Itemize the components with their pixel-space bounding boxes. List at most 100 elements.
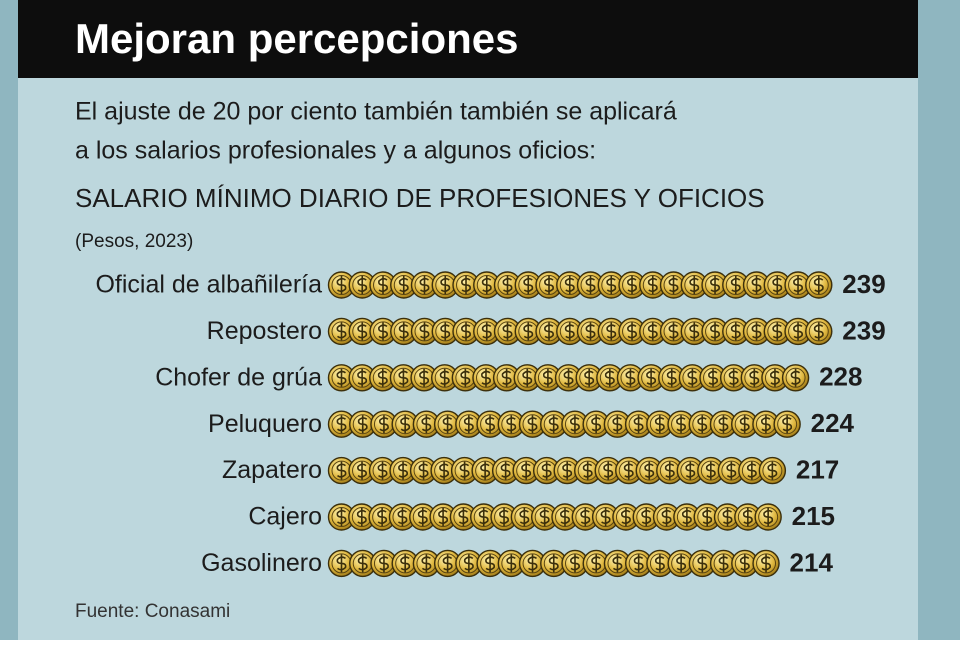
coin-rim <box>758 507 779 527</box>
coin-symbol <box>378 276 388 294</box>
category-label: Zapatero <box>222 456 322 484</box>
coin-symbol <box>417 508 428 526</box>
coin-symbol <box>591 554 602 573</box>
coin-symbol <box>357 368 368 387</box>
coin-bar <box>327 549 780 578</box>
coin-symbol <box>459 461 470 480</box>
coin-symbol <box>654 554 665 573</box>
coin-symbol <box>647 276 658 294</box>
coin-symbol <box>761 554 771 573</box>
coin-symbol <box>760 415 771 434</box>
coin-symbol <box>793 276 803 294</box>
coin-symbol <box>500 461 511 480</box>
coin-symbol <box>562 461 573 480</box>
coin-symbol <box>378 554 389 573</box>
coin-symbol <box>481 276 492 294</box>
coin-symbol <box>585 276 596 294</box>
coin-symbol <box>442 415 453 434</box>
coin-symbol <box>600 508 611 526</box>
coin-symbol <box>772 322 783 341</box>
value-label: 239 <box>842 315 885 345</box>
coin-symbol <box>623 461 634 480</box>
coin-symbol <box>769 368 780 387</box>
coin-symbol <box>502 322 513 341</box>
coin-symbol <box>461 276 471 294</box>
coin-symbol <box>398 368 409 387</box>
coin-symbol <box>585 322 596 341</box>
coin-symbol <box>521 461 532 480</box>
coin-symbol <box>689 322 700 341</box>
coin-symbol <box>697 415 708 434</box>
coin-symbol <box>356 508 367 526</box>
coin-symbol <box>419 322 430 341</box>
coin-symbol <box>357 322 368 341</box>
coin-symbol <box>440 322 451 341</box>
coin-symbol <box>710 322 720 341</box>
coin-symbol <box>728 368 739 387</box>
coin-symbol <box>463 554 474 573</box>
coin-symbol <box>336 461 347 480</box>
coin-symbol <box>689 276 700 294</box>
coin-symbol <box>421 415 432 434</box>
coin-symbol <box>527 554 538 573</box>
coin-symbol <box>421 554 432 573</box>
coin-symbol <box>527 415 538 434</box>
coin-symbol <box>767 461 778 480</box>
coin-symbol <box>541 461 552 480</box>
coin-symbol <box>438 508 449 526</box>
coin-symbol <box>702 508 713 526</box>
coin-symbol <box>480 461 491 480</box>
coin-rim <box>785 367 806 388</box>
coin-symbol <box>398 276 409 294</box>
value-label: 228 <box>819 362 862 392</box>
coin-symbol <box>439 461 450 480</box>
coin-symbol <box>506 554 517 573</box>
coin-symbol <box>440 276 451 294</box>
coin-symbol <box>710 276 720 294</box>
coin-symbol <box>739 415 750 434</box>
coin-bar <box>327 271 833 299</box>
value-label: 217 <box>796 454 839 484</box>
coin-symbol <box>606 322 617 341</box>
coin-symbol <box>398 322 409 341</box>
coin-symbol <box>377 508 388 526</box>
coin-symbol <box>730 322 741 341</box>
coin-symbol <box>560 508 570 526</box>
coin-symbol <box>627 322 637 341</box>
coin-symbol <box>506 415 517 434</box>
value-label: 214 <box>790 547 834 577</box>
coin-bar <box>327 456 787 485</box>
coin-symbol <box>705 461 716 480</box>
coin-symbol <box>439 368 450 387</box>
coin-rim <box>808 275 829 295</box>
category-label: Gasolinero <box>201 549 322 577</box>
coin-bar <box>327 410 801 438</box>
coin-symbol <box>633 554 644 573</box>
coin-symbol <box>604 368 615 387</box>
coin-symbol <box>612 415 623 434</box>
unit-label: (Pesos, 2023) <box>75 231 193 252</box>
coin-symbol <box>542 368 553 387</box>
category-label: Cajero <box>248 503 322 531</box>
category-label: Repostero <box>207 317 322 345</box>
coin-symbol <box>666 368 677 387</box>
coin-symbol <box>485 554 496 573</box>
subtitle: a los salarios profesionales y a algunos… <box>75 137 596 165</box>
coin-symbol <box>418 461 429 480</box>
coin-symbol <box>627 276 637 294</box>
coin-symbol <box>612 554 623 573</box>
value-label: 224 <box>811 408 855 438</box>
coin-rim <box>777 414 798 435</box>
coin-symbol <box>708 368 718 387</box>
coin-symbol <box>633 415 644 434</box>
coin-symbol <box>772 276 783 294</box>
coin-symbol <box>377 461 388 480</box>
coin-symbol <box>400 554 411 573</box>
coin-bar <box>327 503 782 531</box>
coin-symbol <box>606 276 617 294</box>
coin-symbol <box>687 368 698 387</box>
coin-symbol <box>751 276 762 294</box>
coin-rim <box>808 321 829 342</box>
coin-symbol <box>485 415 496 434</box>
coin-symbol <box>336 554 347 573</box>
